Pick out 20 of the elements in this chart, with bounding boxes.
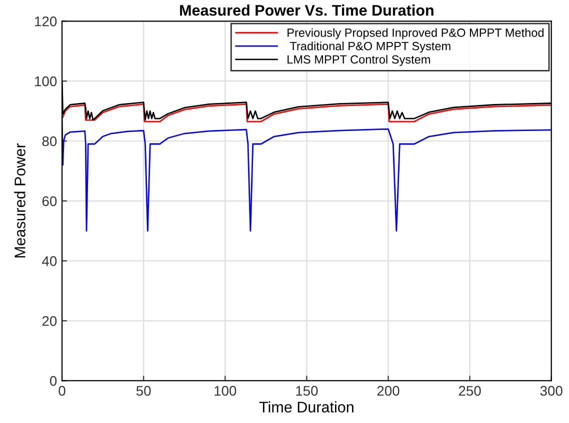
y-tick-label: 0 [50,376,57,386]
legend-label: Traditional P&O MPPT System [290,42,450,53]
x-tick-label: 50 [136,386,151,396]
x-tick-label: 300 [540,386,562,396]
y-tick-label: 40 [42,256,57,266]
y-tick-label: 80 [42,136,57,146]
x-axis-title: Time Duration [259,401,354,413]
x-tick-label: 0 [58,386,66,396]
chart-title: Measured Power Vs. Time Duration [180,4,434,16]
y-tick-label: 20 [42,316,57,326]
y-axis-title: Measured Power [14,143,26,258]
y-tick-label: 120 [35,16,57,26]
y-tick-label: 60 [42,196,57,206]
x-tick-label: 100 [214,386,236,396]
x-tick-label: 200 [377,386,400,396]
y-tick-label: 100 [35,76,57,86]
legend-label: Previously Propsed Inproved P&O MPPT Method [288,28,544,40]
x-tick-label: 250 [458,386,481,396]
x-tick-label: 150 [296,386,318,396]
legend-label: LMS MPPT Control System [288,54,430,66]
